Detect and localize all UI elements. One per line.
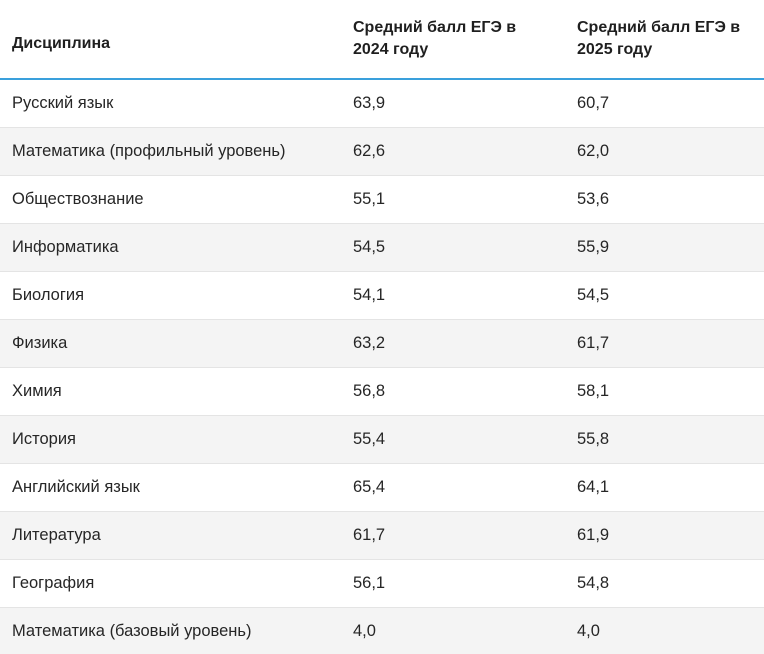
header-row: Дисциплина Средний балл ЕГЭ в 2024 году … — [0, 0, 764, 79]
cell-score-2024: 55,1 — [341, 176, 565, 224]
cell-discipline: Обществознание — [0, 176, 341, 224]
table-row: Физика 63,2 61,7 — [0, 320, 764, 368]
table-header: Дисциплина Средний балл ЕГЭ в 2024 году … — [0, 0, 764, 79]
cell-score-2025: 4,0 — [565, 608, 764, 654]
table-row: География 56,1 54,8 — [0, 560, 764, 608]
table-row: Биология 54,1 54,5 — [0, 272, 764, 320]
cell-discipline: Химия — [0, 368, 341, 416]
header-score-2025: Средний балл ЕГЭ в 2025 году — [565, 0, 764, 79]
header-score-2024: Средний балл ЕГЭ в 2024 году — [341, 0, 565, 79]
cell-score-2025: 54,5 — [565, 272, 764, 320]
table-row: История 55,4 55,8 — [0, 416, 764, 464]
table-row: Английский язык 65,4 64,1 — [0, 464, 764, 512]
table-row: Математика (базовый уровень) 4,0 4,0 — [0, 608, 764, 654]
cell-score-2025: 58,1 — [565, 368, 764, 416]
table-row: Литература 61,7 61,9 — [0, 512, 764, 560]
cell-score-2024: 54,1 — [341, 272, 565, 320]
cell-discipline: География — [0, 560, 341, 608]
cell-score-2025: 62,0 — [565, 128, 764, 176]
cell-score-2024: 63,2 — [341, 320, 565, 368]
table-row: Математика (профильный уровень) 62,6 62,… — [0, 128, 764, 176]
cell-score-2025: 61,9 — [565, 512, 764, 560]
cell-score-2024: 55,4 — [341, 416, 565, 464]
cell-score-2024: 54,5 — [341, 224, 565, 272]
cell-score-2024: 63,9 — [341, 79, 565, 128]
header-discipline: Дисциплина — [0, 0, 341, 79]
cell-discipline: Информатика — [0, 224, 341, 272]
cell-discipline: Английский язык — [0, 464, 341, 512]
cell-discipline: Математика (базовый уровень) — [0, 608, 341, 654]
cell-score-2025: 55,9 — [565, 224, 764, 272]
cell-score-2024: 61,7 — [341, 512, 565, 560]
cell-score-2024: 56,8 — [341, 368, 565, 416]
cell-discipline: Русский язык — [0, 79, 341, 128]
cell-score-2025: 64,1 — [565, 464, 764, 512]
table-row: Русский язык 63,9 60,7 — [0, 79, 764, 128]
cell-discipline: История — [0, 416, 341, 464]
table-row: Химия 56,8 58,1 — [0, 368, 764, 416]
cell-discipline: Биология — [0, 272, 341, 320]
cell-score-2025: 61,7 — [565, 320, 764, 368]
table-row: Обществознание 55,1 53,6 — [0, 176, 764, 224]
cell-discipline: Физика — [0, 320, 341, 368]
cell-score-2025: 55,8 — [565, 416, 764, 464]
cell-score-2024: 62,6 — [341, 128, 565, 176]
cell-score-2024: 65,4 — [341, 464, 565, 512]
cell-score-2025: 53,6 — [565, 176, 764, 224]
table-body: Русский язык 63,9 60,7 Математика (профи… — [0, 79, 764, 654]
cell-discipline: Литература — [0, 512, 341, 560]
cell-discipline: Математика (профильный уровень) — [0, 128, 341, 176]
table-row: Информатика 54,5 55,9 — [0, 224, 764, 272]
cell-score-2025: 60,7 — [565, 79, 764, 128]
cell-score-2024: 56,1 — [341, 560, 565, 608]
cell-score-2025: 54,8 — [565, 560, 764, 608]
cell-score-2024: 4,0 — [341, 608, 565, 654]
